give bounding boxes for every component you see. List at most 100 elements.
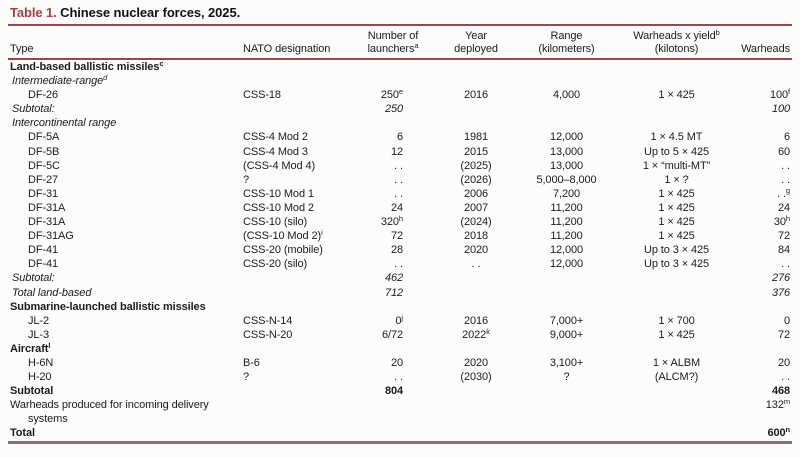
cell-nato: ? (243, 173, 250, 186)
table-row: Intermediate-ranged (8, 74, 792, 88)
table-row: DF-27? . . (2026) 5,000–8,000 1 × ? . . (8, 173, 792, 187)
cell-warheads: 60 (777, 145, 790, 158)
column-header-year: Year deployed (433, 25, 519, 60)
cell-year (433, 271, 519, 285)
cell-launchers: 24 (390, 201, 403, 214)
cell-type: Intercontinental range (12, 117, 117, 130)
table-row: Warheads produced for incoming delivery s… (8, 398, 792, 426)
cell-warheads: . . (781, 159, 790, 172)
cell-range (519, 74, 614, 88)
cell-year (433, 398, 519, 426)
cell-launchers: . . (394, 258, 403, 271)
table-header: Type NATO designation Number of launchersa Y… (8, 25, 792, 60)
cell-warheads: 132m (765, 397, 790, 412)
cell-year (433, 116, 519, 130)
cell-range (519, 116, 614, 130)
cell-warheads: 84 (777, 244, 790, 257)
cell-year (433, 59, 519, 74)
cell-warheads (739, 74, 792, 88)
cell-type: Warheads produced for incoming delivery s… (10, 399, 209, 426)
cell-warheads: . .g (777, 185, 790, 200)
table-row: DF-31AG (CSS-10 Mod 2)i 72 2018 11,200 1 × 42… (8, 229, 792, 243)
table-row: Total 600n (8, 426, 792, 442)
cell-yield (614, 59, 739, 74)
cell-launchers (353, 59, 433, 74)
cell-yield: Up to 5 × 425 (643, 145, 710, 158)
cell-year: (2025) (460, 159, 492, 172)
cell-yield: 1 × 4.5 MT (650, 131, 703, 144)
cell-yield: 1 × ALBM (652, 356, 701, 369)
cell-warheads: 6 (783, 131, 790, 144)
cell-launchers: 320h (380, 214, 403, 229)
cell-range: 7,200 (552, 187, 581, 200)
table-row: DF-26 CSS-18 250e 2016 4,000 1 × 425 100f (8, 88, 792, 102)
cell-type: DF-5B (28, 145, 60, 158)
cell-year: (2024) (460, 216, 492, 229)
cell-warheads: 100f (769, 87, 790, 102)
cell-warheads (739, 116, 792, 130)
cell-range: 11,200 (550, 201, 583, 214)
table-title-text: Chinese nuclear forces, 2025. (56, 5, 241, 20)
cell-launchers (353, 116, 433, 130)
table-number-label: Table 1. (10, 5, 57, 20)
cell-range (519, 286, 614, 300)
table-row: DF-31 CSS-10 Mod 1 . . 2006 7,200 1 × 425 . .g (8, 187, 792, 201)
cell-nato (238, 286, 353, 300)
cell-type: Intermediate-ranged (12, 73, 108, 88)
cell-nato (238, 300, 353, 314)
cell-warheads: 72 (777, 230, 790, 243)
cell-type: DF-31A (28, 201, 66, 214)
cell-year (433, 300, 519, 314)
cell-year: 2020 (463, 244, 489, 257)
cell-launchers (353, 398, 433, 426)
cell-launchers (353, 300, 433, 314)
table-row: Subtotal: 462 276 (8, 271, 792, 285)
cell-yield (614, 398, 739, 426)
cell-launchers: 6 (396, 131, 403, 144)
table-row: H-20? . . (2030)? (ALCM?) . . (8, 370, 792, 384)
column-header-warheads: Warheads (739, 25, 792, 60)
cell-yield: 1 × 425 (658, 328, 695, 341)
cell-launchers: . . (394, 173, 403, 186)
cell-warheads: 468 (771, 385, 790, 398)
cell-yield: 1 × 425 (658, 187, 695, 200)
cell-type: H-20 (28, 371, 52, 384)
cell-type: Subtotal: (12, 272, 55, 285)
cell-range: 13,000 (549, 145, 584, 158)
cell-launchers (353, 74, 433, 88)
table-row: DF-5A CSS-4 Mod 2 6 1981 12,000 1 × 4.5 MT 6 (8, 130, 792, 144)
cell-warheads: 376 (771, 286, 790, 299)
cell-type: Total land-based (12, 286, 92, 299)
cell-warheads: . . (781, 173, 790, 186)
cell-yield: Up to 3 × 425 (643, 258, 710, 271)
cell-range (519, 342, 614, 356)
cell-nato (238, 398, 353, 426)
cell-year: 2022k (462, 326, 490, 341)
cell-yield: 1 × 425 (658, 216, 695, 229)
cell-nato (238, 271, 353, 285)
cell-yield (614, 102, 739, 116)
cell-year: 2016 (463, 89, 489, 102)
cell-range (519, 398, 614, 426)
cell-launchers: 6/72 (381, 328, 403, 341)
cell-nato (238, 116, 353, 130)
cell-yield (614, 74, 739, 88)
cell-warheads (739, 300, 792, 314)
cell-year (433, 74, 519, 88)
cell-warheads: 72 (777, 328, 790, 341)
cell-launchers: 28 (390, 244, 403, 257)
cell-year (433, 384, 519, 398)
cell-yield (614, 342, 739, 356)
cell-nato: (CSS-4 Mod 4) (243, 159, 316, 172)
cell-type: DF-26 (28, 89, 59, 102)
cell-launchers: 20 (390, 356, 403, 369)
cell-type: DF-5A (28, 131, 60, 144)
cell-range: 12,000 (549, 244, 584, 257)
table-row: JL-2 CSS-N-14 0j 2016 7,000+ 1 × 700 0 (8, 313, 792, 328)
cell-nato: (CSS-10 Mod 2)i (243, 228, 323, 243)
cell-range (519, 384, 614, 398)
cell-range: 5,000–8,000 (536, 173, 597, 186)
cell-yield (614, 384, 739, 398)
cell-yield (614, 426, 739, 442)
cell-launchers: . . (394, 371, 403, 384)
